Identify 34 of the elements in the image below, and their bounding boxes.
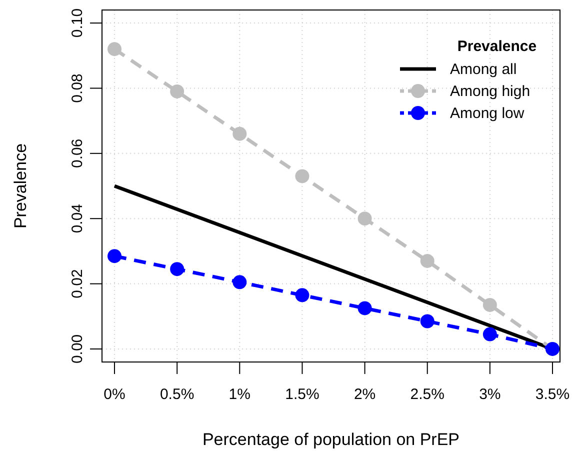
y-axis-title: Prevalence: [11, 143, 30, 229]
point: [170, 84, 184, 98]
x-tick-label: 0%: [104, 386, 126, 403]
point: [295, 288, 310, 302]
x-tick-label: 3%: [479, 386, 501, 403]
x-tick-label: 1%: [228, 386, 250, 403]
legend-label: Among low: [450, 105, 524, 122]
point: [420, 254, 434, 268]
legend-label: Among all: [450, 61, 517, 78]
x-axis-title: Percentage of population on PrEP: [202, 430, 460, 449]
y-tick-label: 0.02: [69, 269, 86, 298]
point: [295, 169, 310, 184]
x-tick-label: 2%: [354, 386, 376, 403]
point: [108, 249, 122, 264]
point: [170, 262, 184, 276]
x-tick-label: 3.5%: [535, 386, 570, 403]
y-tick-label: 0.08: [69, 74, 86, 103]
x-tick-label: 0.5%: [160, 386, 194, 403]
x-tick-label: 2.5%: [410, 386, 444, 403]
point: [358, 301, 372, 316]
y-tick-label: 0.00: [69, 334, 86, 364]
point: [482, 298, 497, 312]
point: [108, 42, 122, 56]
point: [232, 275, 247, 290]
point: [482, 327, 497, 342]
point: [420, 314, 434, 328]
legend-label: Among high: [450, 83, 530, 100]
legend-title: Prevalence: [457, 38, 537, 55]
x-tick-label: 1.5%: [285, 386, 320, 403]
point: [232, 126, 247, 141]
point: [358, 212, 372, 226]
y-tick-label: 0.04: [69, 204, 86, 234]
y-tick-label: 0.10: [69, 8, 86, 38]
y-tick-label: 0.06: [69, 138, 86, 168]
